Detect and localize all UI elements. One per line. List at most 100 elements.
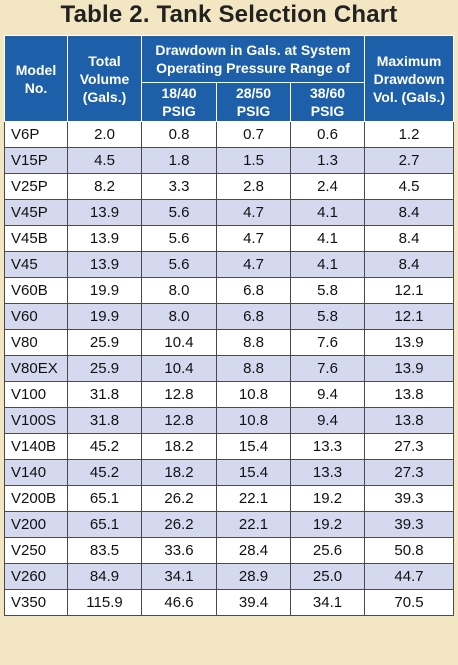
max-drawdown-cell: 8.4	[364, 251, 455, 278]
drawdown-28-50-cell: 0.7	[216, 121, 291, 148]
drawdown-38-60-cell: 19.2	[289, 485, 366, 512]
drawdown-18-40-cell: 26.2	[141, 511, 217, 538]
drawdown-38-60-cell: 5.8	[289, 303, 366, 330]
drawdown-18-40-cell: 12.8	[141, 381, 217, 408]
total-volume-cell: 115.9	[67, 589, 142, 616]
table-row: V60B 19.9 8.0 6.8 5.8 12.1	[4, 277, 455, 304]
drawdown-18-40-cell: 10.4	[141, 355, 217, 382]
drawdown-28-50-cell: 4.7	[216, 251, 291, 278]
drawdown-28-50-cell: 1.5	[216, 147, 291, 174]
max-drawdown-cell: 13.9	[364, 355, 455, 382]
total-volume-cell: 65.1	[67, 485, 142, 512]
max-drawdown-cell: 27.3	[364, 459, 455, 486]
max-drawdown-cell: 39.3	[364, 511, 455, 538]
drawdown-18-40-cell: 0.8	[141, 121, 217, 148]
drawdown-38-60-cell: 13.3	[289, 459, 366, 486]
drawdown-38-60-cell: 13.3	[289, 433, 366, 460]
drawdown-18-40-cell: 5.6	[141, 199, 217, 226]
model-cell: V45	[4, 251, 68, 278]
drawdown-28-50-cell: 6.8	[216, 303, 291, 330]
max-drawdown-cell: 2.7	[364, 147, 455, 174]
max-drawdown-cell: 70.5	[364, 589, 455, 616]
drawdown-28-50-cell: 4.7	[216, 225, 291, 252]
header-range-18-40: 18/40 PSIG	[141, 82, 217, 122]
drawdown-38-60-cell: 25.0	[289, 563, 366, 590]
total-volume-cell: 84.9	[67, 563, 142, 590]
max-drawdown-cell: 13.9	[364, 329, 455, 356]
max-drawdown-cell: 4.5	[364, 173, 455, 200]
model-cell: V25P	[4, 173, 68, 200]
drawdown-38-60-cell: 4.1	[289, 225, 366, 252]
drawdown-38-60-cell: 7.6	[289, 355, 366, 382]
model-cell: V60	[4, 303, 68, 330]
table-row: V80EX 25.9 10.4 8.8 7.6 13.9	[4, 355, 455, 382]
table-row: V250 83.5 33.6 28.4 25.6 50.8	[4, 537, 455, 564]
table-row: V6P 2.0 0.8 0.7 0.6 1.2	[4, 121, 455, 148]
drawdown-28-50-cell: 28.4	[216, 537, 291, 564]
drawdown-18-40-cell: 46.6	[141, 589, 217, 616]
drawdown-28-50-cell: 6.8	[216, 277, 291, 304]
total-volume-cell: 2.0	[67, 121, 142, 148]
drawdown-28-50-cell: 22.1	[216, 485, 291, 512]
total-volume-cell: 83.5	[67, 537, 142, 564]
total-volume-cell: 31.8	[67, 381, 142, 408]
model-cell: V80	[4, 329, 68, 356]
total-volume-cell: 13.9	[67, 199, 142, 226]
drawdown-38-60-cell: 19.2	[289, 511, 366, 538]
model-cell: V80EX	[4, 355, 68, 382]
table-row: V350 115.9 46.6 39.4 34.1 70.5	[4, 589, 455, 616]
drawdown-38-60-cell: 9.4	[289, 407, 366, 434]
max-drawdown-cell: 1.2	[364, 121, 455, 148]
drawdown-18-40-cell: 26.2	[141, 485, 217, 512]
drawdown-38-60-cell: 1.3	[289, 147, 366, 174]
drawdown-38-60-cell: 4.1	[289, 199, 366, 226]
drawdown-28-50-cell: 4.7	[216, 199, 291, 226]
model-cell: V250	[4, 537, 68, 564]
total-volume-cell: 19.9	[67, 277, 142, 304]
drawdown-28-50-cell: 10.8	[216, 381, 291, 408]
drawdown-18-40-cell: 8.0	[141, 277, 217, 304]
total-volume-cell: 25.9	[67, 355, 142, 382]
model-cell: V100S	[4, 407, 68, 434]
drawdown-28-50-cell: 28.9	[216, 563, 291, 590]
table-row: V15P 4.5 1.8 1.5 1.3 2.7	[4, 147, 455, 174]
total-volume-cell: 4.5	[67, 147, 142, 174]
model-cell: V6P	[4, 121, 68, 148]
drawdown-18-40-cell: 1.8	[141, 147, 217, 174]
drawdown-28-50-cell: 15.4	[216, 433, 291, 460]
table-row: V25P 8.2 3.3 2.8 2.4 4.5	[4, 173, 455, 200]
drawdown-28-50-cell: 2.8	[216, 173, 291, 200]
drawdown-18-40-cell: 34.1	[141, 563, 217, 590]
table-row: V100 31.8 12.8 10.8 9.4 13.8	[4, 381, 455, 408]
max-drawdown-cell: 39.3	[364, 485, 455, 512]
model-cell: V60B	[4, 277, 68, 304]
drawdown-18-40-cell: 10.4	[141, 329, 217, 356]
drawdown-18-40-cell: 18.2	[141, 459, 217, 486]
drawdown-18-40-cell: 8.0	[141, 303, 217, 330]
table-row: V45P 13.9 5.6 4.7 4.1 8.4	[4, 199, 455, 226]
max-drawdown-cell: 8.4	[364, 199, 455, 226]
header-model: Model No.	[4, 35, 68, 122]
table-body: V6P 2.0 0.8 0.7 0.6 1.2 V15P 4.5 1.8 1.5 1.3 2.7 V25…	[4, 121, 455, 616]
table-row: V140B 45.2 18.2 15.4 13.3 27.3	[4, 433, 455, 460]
model-cell: V45B	[4, 225, 68, 252]
drawdown-18-40-cell: 5.6	[141, 251, 217, 278]
total-volume-cell: 45.2	[67, 459, 142, 486]
drawdown-28-50-cell: 10.8	[216, 407, 291, 434]
total-volume-cell: 31.8	[67, 407, 142, 434]
drawdown-38-60-cell: 7.6	[289, 329, 366, 356]
table-row: V260 84.9 34.1 28.9 25.0 44.7	[4, 563, 455, 590]
model-cell: V200	[4, 511, 68, 538]
drawdown-38-60-cell: 0.6	[289, 121, 366, 148]
drawdown-18-40-cell: 33.6	[141, 537, 217, 564]
total-volume-cell: 13.9	[67, 225, 142, 252]
tank-selection-table: Model No. Total Volume (Gals.) Drawdown …	[4, 35, 455, 616]
total-volume-cell: 8.2	[67, 173, 142, 200]
max-drawdown-cell: 12.1	[364, 303, 455, 330]
model-cell: V140B	[4, 433, 68, 460]
table-row: V45B 13.9 5.6 4.7 4.1 8.4	[4, 225, 455, 252]
total-volume-cell: 19.9	[67, 303, 142, 330]
total-volume-cell: 25.9	[67, 329, 142, 356]
max-drawdown-cell: 12.1	[364, 277, 455, 304]
drawdown-28-50-cell: 39.4	[216, 589, 291, 616]
